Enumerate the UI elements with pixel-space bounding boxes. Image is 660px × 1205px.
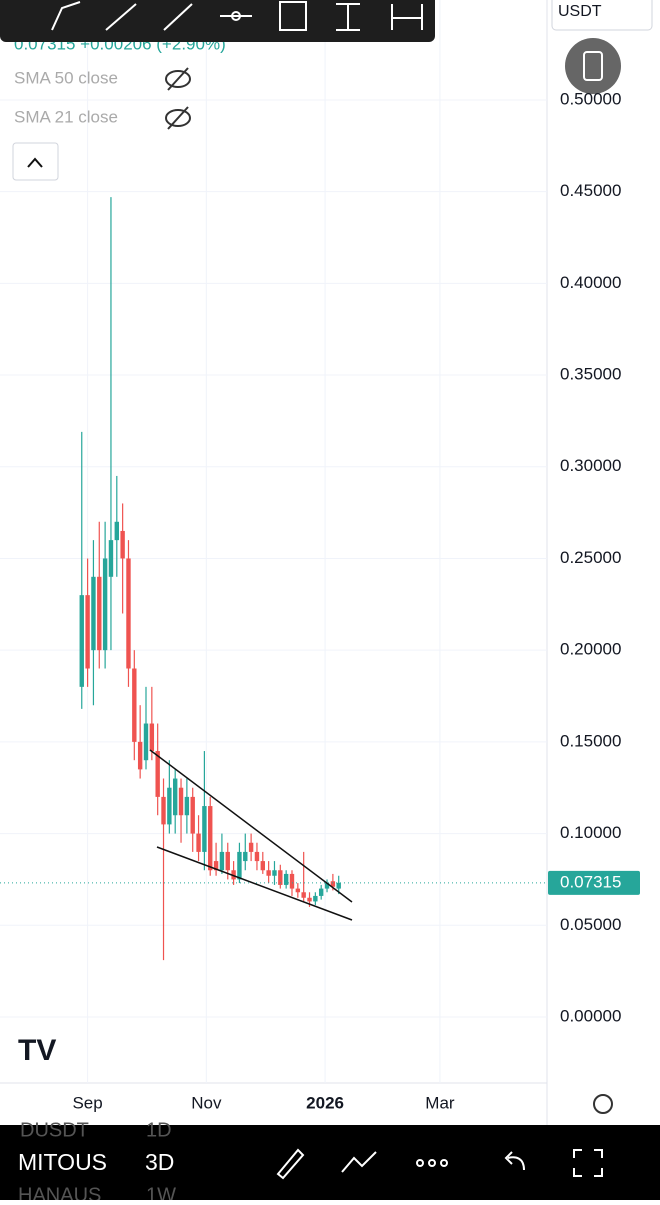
y-tick-label: 0.40000 [560, 273, 621, 292]
candle-body [143, 723, 149, 761]
candle-body [132, 668, 137, 742]
visibility-toggle[interactable] [165, 70, 191, 88]
candle-body [266, 870, 271, 876]
candle-body [283, 873, 289, 885]
candle-body [120, 530, 125, 559]
y-tick-label: 0.25000 [560, 548, 621, 567]
candle-body [190, 796, 195, 834]
candle-body [155, 751, 160, 797]
drawing-toolbar [0, 0, 435, 42]
candle-body [272, 870, 277, 876]
more-button[interactable] [440, 1159, 448, 1167]
candle-body [225, 851, 230, 871]
candle-body [114, 521, 119, 541]
ghost-symbol: DUSDT [20, 1119, 89, 1141]
logo: TV [18, 1034, 56, 1067]
candle-body [102, 558, 108, 651]
ghost-symbol: HANAUS [18, 1184, 101, 1200]
indicator: SMA 50 close [14, 68, 118, 87]
candle-body [108, 540, 114, 577]
candle-body [295, 888, 301, 893]
candle-body [178, 787, 184, 816]
candle-body [167, 787, 172, 825]
candle-body [202, 806, 207, 852]
candle-body [336, 882, 341, 889]
visibility-toggle[interactable] [167, 67, 189, 91]
more-button[interactable] [428, 1159, 436, 1167]
last-price-label: 0.07315 [560, 872, 621, 891]
candle-body [231, 870, 236, 880]
collapse-icon [27, 157, 43, 168]
fullscreen-button[interactable] [573, 1149, 603, 1177]
candle-body [318, 888, 324, 896]
candle-body [243, 851, 248, 862]
symbol[interactable]: MITOUS [18, 1149, 107, 1175]
candle-body [184, 796, 190, 816]
candle-body [85, 595, 90, 669]
candle-body [161, 796, 166, 825]
candle-body [260, 861, 265, 871]
indicators-button[interactable] [341, 1151, 377, 1173]
candle-body [196, 833, 201, 852]
candle-body [172, 778, 178, 816]
collapse-button[interactable] [12, 142, 59, 181]
currency-select[interactable] [551, 0, 653, 31]
x-tick-label: Nov [191, 1093, 222, 1112]
last-price-box [548, 870, 640, 895]
visibility-toggle[interactable] [167, 106, 189, 130]
visibility-toggle[interactable] [165, 109, 191, 127]
candle-body [149, 723, 155, 752]
candle-body [289, 873, 295, 889]
x-tick-label: Mar [425, 1093, 455, 1112]
indicator: SMA 21 close [14, 107, 118, 126]
currency: USDT [558, 3, 602, 20]
bottom-bar [0, 1125, 660, 1200]
trend-line[interactable] [156, 846, 353, 921]
ghost-tf: 1D [146, 1119, 172, 1141]
y-tick-label: 0.20000 [560, 640, 621, 659]
x-tick-label: 2026 [306, 1093, 344, 1112]
y-tick-label: 0.30000 [560, 456, 621, 475]
mode[interactable]: 3D [145, 1149, 174, 1175]
y-tick-label: 0.10000 [560, 823, 621, 842]
candle-body [248, 842, 254, 852]
candle-body [91, 576, 96, 651]
candle-body [313, 895, 318, 902]
more-button[interactable] [416, 1159, 424, 1167]
y-tick-label: 0.35000 [560, 365, 621, 384]
device-button[interactable] [565, 38, 621, 94]
candle-body [254, 851, 260, 862]
candle-body [208, 806, 213, 871]
y-tick-label: 0.50000 [560, 89, 621, 108]
candle-body [330, 881, 336, 887]
candle-body [79, 595, 84, 687]
y-tick-label: 0.15000 [560, 731, 621, 750]
candle-body [301, 892, 306, 898]
toolbar-icons [51, 1, 423, 31]
ghost-tf: 1W [146, 1184, 176, 1200]
candle-body [126, 558, 131, 669]
candle-body [237, 851, 242, 880]
candle-body [324, 883, 330, 889]
trend-line[interactable] [149, 749, 353, 903]
y-tick-label: 0.05000 [560, 915, 621, 934]
candle-body [137, 741, 143, 770]
device-icon [583, 51, 603, 81]
candle-body [219, 851, 225, 871]
candle-body [213, 861, 219, 871]
draw-button[interactable] [276, 1148, 305, 1180]
candle-body [307, 897, 312, 902]
undo-button[interactable] [504, 1151, 525, 1171]
x-tick-label: Sep [72, 1093, 102, 1112]
y-tick-label: 0.00000 [560, 1006, 621, 1025]
y-tick-label: 0.45000 [560, 181, 621, 200]
candle-body [97, 576, 102, 651]
candle-body [278, 870, 283, 885]
settings-button[interactable] [593, 1094, 613, 1114]
